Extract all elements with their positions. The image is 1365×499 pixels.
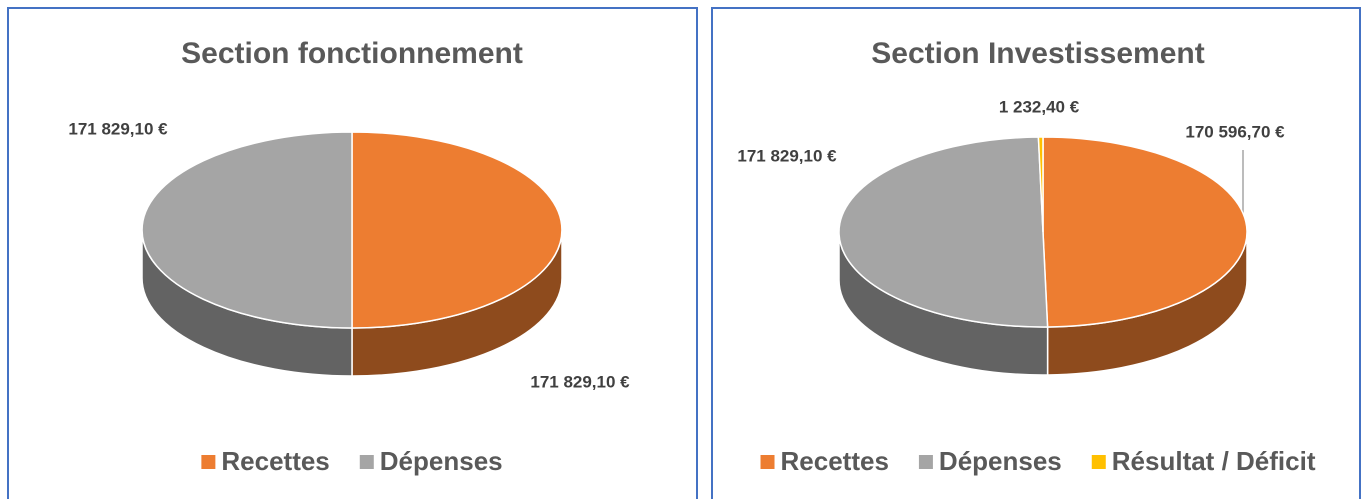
slice — [141, 131, 353, 329]
data-label: 1 232,40 € — [999, 97, 1080, 116]
data-label: 171 829,10 € — [530, 372, 630, 391]
legend-label: Dépenses — [939, 446, 1062, 476]
legend-label: Résultat / Déficit — [1112, 446, 1316, 476]
chart-title: Section fonctionnement — [181, 37, 523, 70]
legend-label: Dépenses — [380, 446, 503, 476]
data-label: 170 596,70 € — [1185, 122, 1285, 141]
slice — [1037, 136, 1044, 233]
chart-title: Section Investissement — [871, 37, 1204, 70]
slice — [1042, 136, 1248, 328]
panel-border — [711, 7, 1361, 499]
legend-swatch — [1091, 455, 1106, 469]
legend-label: Recettes — [781, 446, 889, 476]
data-label: 171 829,10 € — [737, 146, 837, 165]
legend-label: Recettes — [221, 446, 329, 476]
slice — [838, 136, 1049, 328]
slice — [351, 131, 563, 329]
legend-swatch — [359, 455, 374, 469]
legend-swatch — [760, 455, 775, 469]
data-label: 171 829,10 € — [68, 119, 168, 138]
legend-swatch — [918, 455, 933, 469]
legend-swatch — [201, 455, 216, 469]
panel-border — [7, 7, 698, 499]
